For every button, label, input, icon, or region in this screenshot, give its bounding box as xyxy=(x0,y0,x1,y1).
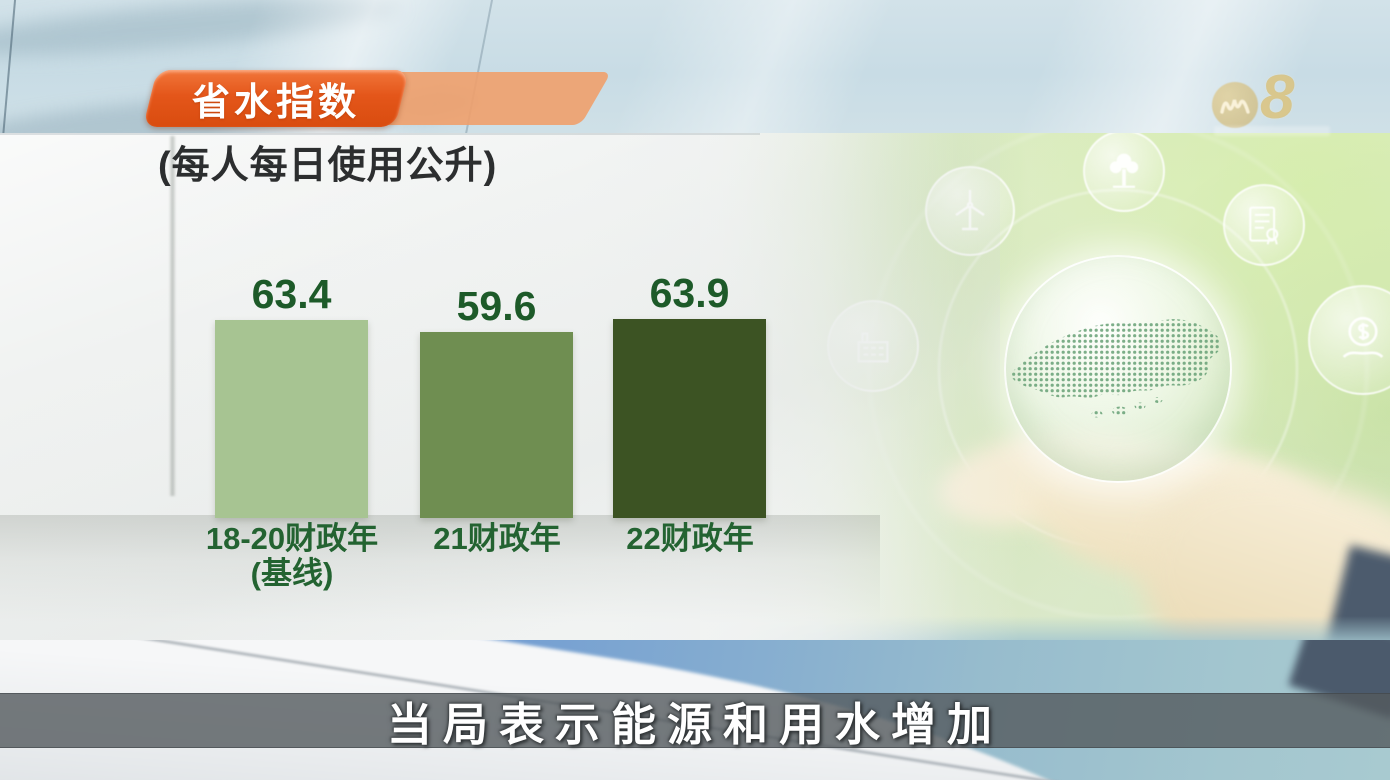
bar-group-fy18-20: 63.4 xyxy=(215,272,368,518)
bar-fy18-20 xyxy=(215,320,368,518)
panel-top-edge xyxy=(0,133,760,135)
bar-group-fy22: 63.9 xyxy=(613,271,766,518)
bar-group-fy21: 59.6 xyxy=(420,284,573,518)
mediacorp-logo-icon xyxy=(1212,82,1258,128)
singapore-map-icon xyxy=(1010,319,1222,418)
panel-edge-shadow xyxy=(169,136,176,496)
chart-floor-shadow xyxy=(0,515,880,623)
chart-subtitle: (每人每日使用公升) xyxy=(158,145,498,187)
bar-fy22 xyxy=(613,319,766,518)
bar-fy21 xyxy=(420,332,573,518)
badge-body: 省水指数 xyxy=(142,70,410,127)
watermark-small-text xyxy=(1214,126,1330,136)
bar-value-label: 59.6 xyxy=(456,283,537,329)
certificate-bubble xyxy=(1223,184,1305,266)
caption-band: 当局表示能源和用水增加 xyxy=(0,693,1390,750)
bar-value-label: 63.4 xyxy=(251,271,332,317)
tree-icon xyxy=(1109,153,1139,188)
category-label-fy21: 21财政年 xyxy=(433,521,561,556)
channel-8-watermark: 8 xyxy=(1260,63,1295,132)
page-title: 省水指数 xyxy=(191,82,360,124)
dollar-coin-bubble xyxy=(1308,285,1390,395)
certificate-icon xyxy=(1249,206,1279,245)
category-label-fy18-20: 18-20财政年 (基线) xyxy=(205,521,379,591)
dollar-coin-icon xyxy=(1342,316,1384,358)
tree-bubble xyxy=(1083,133,1165,212)
category-label-fy22: 22财政年 xyxy=(626,521,754,556)
title-badge: 省水指数 xyxy=(142,70,612,127)
bar-value-label: 63.9 xyxy=(649,270,730,316)
caption-text: 当局表示能源和用水增加 xyxy=(386,699,1003,750)
